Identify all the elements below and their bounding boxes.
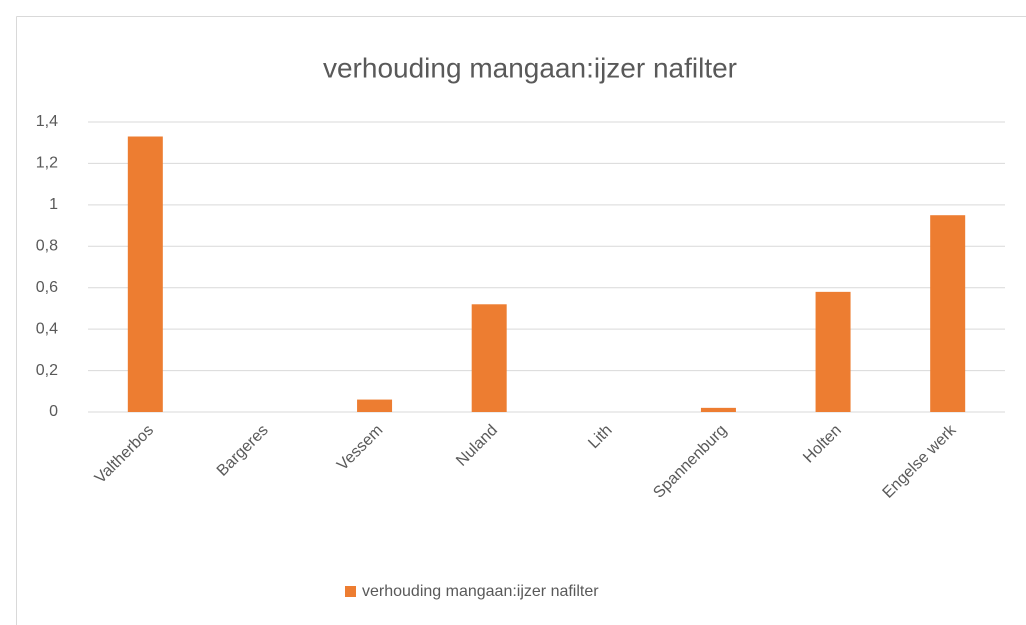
- x-tick-label: Engelse werk: [880, 421, 961, 502]
- y-tick-label: 1,2: [36, 155, 58, 172]
- x-tick-label: Spannenburg: [650, 422, 730, 502]
- y-tick-label: 0,8: [36, 238, 58, 255]
- bar: [127, 136, 163, 412]
- x-tick-label: Holten: [800, 422, 845, 467]
- chart-title: verhouding mangaan:ijzer nafilter: [323, 52, 737, 83]
- y-tick-label: 1: [49, 196, 58, 213]
- bar: [471, 304, 507, 412]
- y-tick-label: 0,2: [36, 362, 58, 379]
- x-tick-label: Vessem: [334, 422, 386, 474]
- legend-swatch: [345, 586, 356, 597]
- x-tick-label: Nuland: [453, 422, 501, 470]
- x-tick-label: Bargeres: [214, 422, 272, 480]
- y-tick-label: 0,6: [36, 279, 58, 296]
- y-tick-label: 1,4: [36, 113, 58, 130]
- legend-label: verhouding mangaan:ijzer nafilter: [362, 583, 599, 600]
- bar: [700, 407, 736, 412]
- bar: [815, 291, 851, 412]
- y-tick-label: 0: [49, 403, 58, 420]
- bar: [357, 399, 393, 412]
- x-tick-label: Lith: [585, 422, 615, 452]
- y-tick-label: 0,4: [36, 320, 58, 337]
- bar: [930, 215, 966, 412]
- x-tick-label: Valtherbos: [92, 422, 157, 487]
